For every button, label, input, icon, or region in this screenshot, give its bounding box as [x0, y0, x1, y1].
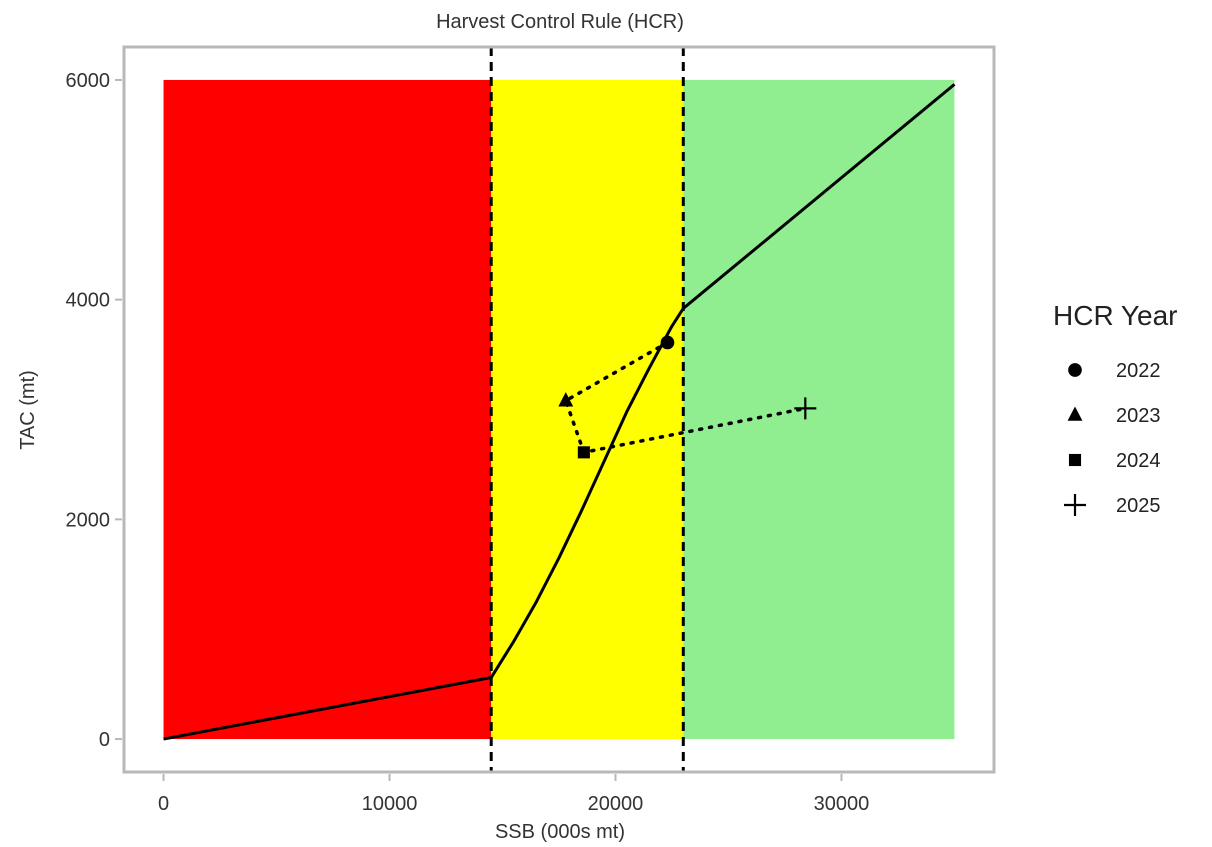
- year-trajectory: [563, 340, 808, 455]
- y-axis: 0 2000 4000 6000: [66, 70, 122, 751]
- chart-title: Harvest Control Rule (HCR): [436, 11, 684, 33]
- zone-layer: [163, 79, 955, 740]
- point-2023: [558, 392, 574, 407]
- trajectory-layer: [563, 340, 808, 455]
- x-axis-title: SSB (000s mt): [495, 821, 625, 843]
- y-axis-title: TAC (mt): [17, 370, 39, 450]
- x-axis: 0 10000 20000 30000: [158, 774, 869, 815]
- zone-yellow: [491, 79, 684, 740]
- legend-key-2025: [1064, 494, 1086, 516]
- legend-title: HCR Year: [1053, 300, 1178, 331]
- y-tick-label: 2000: [66, 509, 111, 531]
- legend-key-2023: [1067, 406, 1083, 421]
- legend: HCR Year 2022 2023 2024 2025: [1053, 300, 1178, 517]
- y-tick-label: 6000: [66, 70, 111, 92]
- legend-label-2023: 2023: [1116, 405, 1161, 427]
- legend-key-2024: [1068, 453, 1082, 467]
- x-tick-label: 20000: [588, 793, 644, 815]
- point-2024: [577, 446, 590, 459]
- zone-red: [163, 79, 492, 740]
- curve-layer: [163, 83, 956, 741]
- zone-green: [683, 79, 955, 740]
- threshold-layer: [489, 47, 685, 772]
- point-2025: [794, 397, 817, 420]
- legend-label-2024: 2024: [1116, 450, 1161, 472]
- x-tick-label: 0: [158, 793, 169, 815]
- y-tick-label: 4000: [66, 290, 111, 312]
- hcr-curve: [163, 83, 956, 741]
- legend-label-2022: 2022: [1116, 360, 1161, 382]
- y-tick-label: 0: [99, 729, 110, 751]
- x-tick-label: 30000: [814, 793, 870, 815]
- plot-frame: [122, 45, 996, 774]
- x-tick-label: 10000: [362, 793, 418, 815]
- legend-label-2025: 2025: [1116, 495, 1161, 517]
- point-2022: [660, 335, 675, 350]
- marker-layer: [558, 335, 817, 459]
- legend-key-2022: [1068, 363, 1082, 377]
- legend-items: 2022 2023 2024 2025: [1064, 360, 1161, 517]
